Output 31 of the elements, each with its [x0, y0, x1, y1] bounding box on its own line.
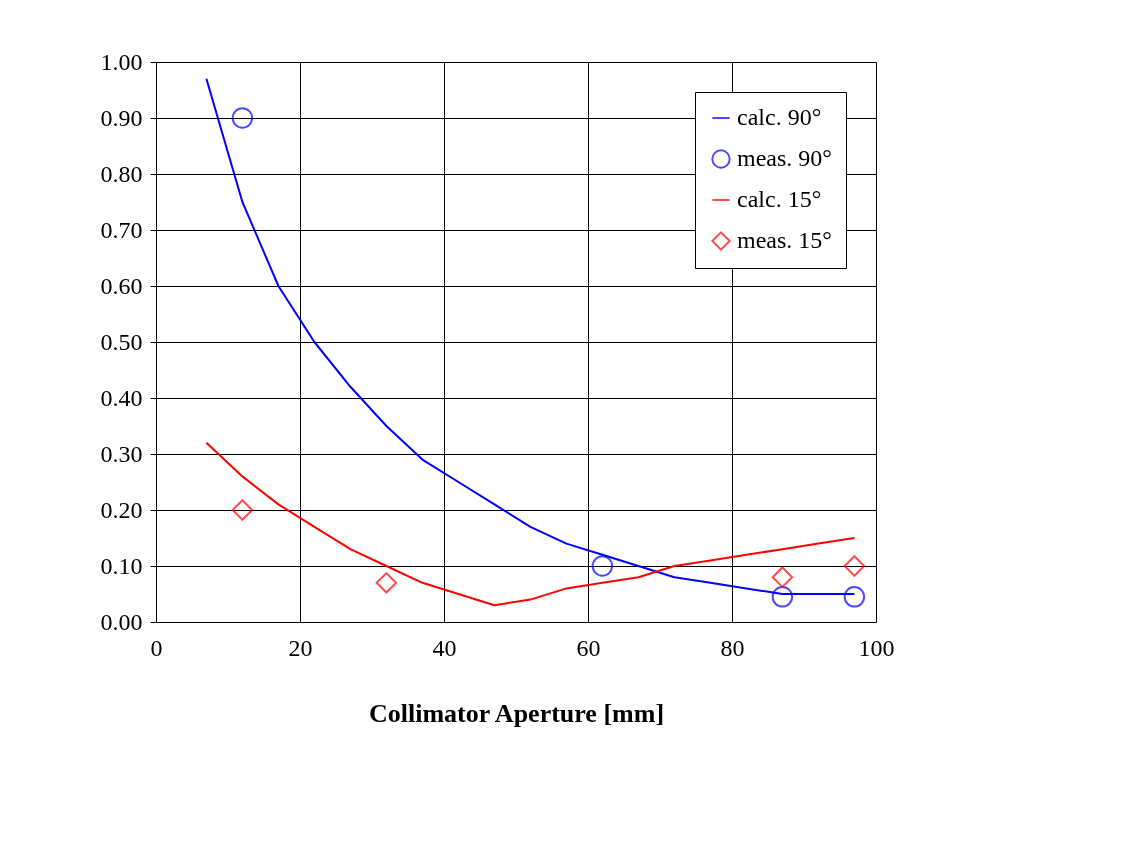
line-series — [205, 441, 856, 607]
y-tick-label: 0.30 — [100, 440, 143, 467]
y-tick-label: 0.50 — [100, 328, 143, 355]
x-tick-label: 100 — [858, 634, 895, 661]
x-tick-label: 40 — [432, 634, 457, 661]
x-axis-title: Collimator Aperture [mm] — [368, 698, 665, 728]
legend-label: meas. 90° — [737, 145, 832, 171]
point — [843, 555, 866, 577]
point — [231, 107, 254, 129]
point — [771, 566, 794, 588]
y-tick-label: 0.90 — [100, 104, 143, 131]
x-tick-label: 0 — [150, 634, 163, 661]
point — [843, 586, 866, 608]
y-tick-label: 0.10 — [100, 552, 143, 579]
point — [591, 555, 614, 577]
x-tick-label: 20 — [288, 634, 313, 661]
point — [231, 499, 254, 521]
y-tick-label: 0.00 — [100, 608, 143, 635]
y-tick-label: 0.40 — [100, 384, 143, 411]
legend-label: meas. 15° — [737, 227, 832, 253]
x-tick-label: 80 — [720, 634, 745, 661]
y-tick-label: 0.80 — [100, 160, 143, 187]
legend-label: calc. 90° — [737, 104, 822, 130]
y-tick-label: 0.20 — [100, 496, 143, 523]
y-tick-label: 1.00 — [100, 48, 143, 75]
legend-label: calc. 15° — [737, 186, 822, 212]
point — [771, 586, 794, 608]
y-tick-label: 0.70 — [100, 216, 143, 243]
y-tick-label: 0.60 — [100, 272, 143, 299]
x-tick-label: 60 — [576, 634, 601, 661]
point — [375, 572, 398, 594]
